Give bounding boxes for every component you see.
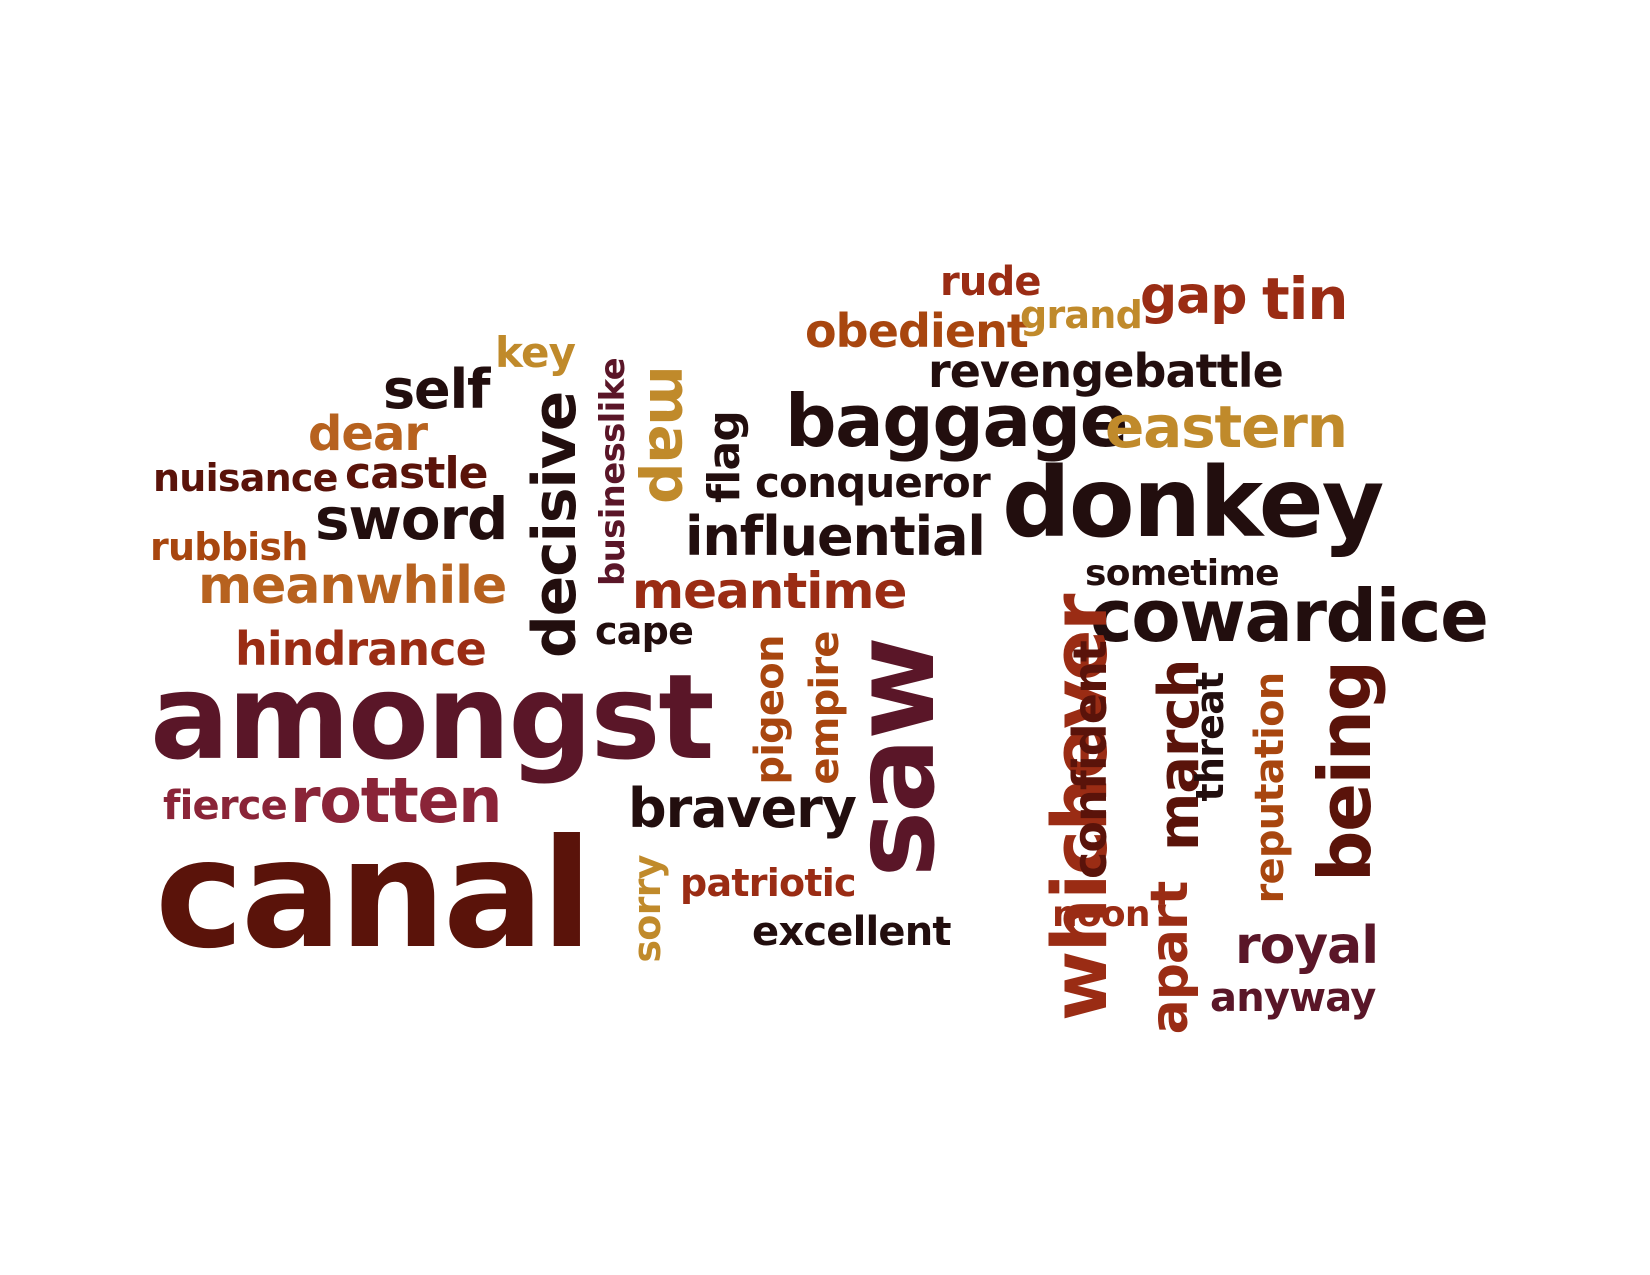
word-royal: royal [1235,916,1379,976]
word-cowardice: cowardice [1090,574,1489,658]
word-rude: rude [940,259,1042,305]
word-influential: influential [685,505,986,568]
word-being: being [1303,661,1387,882]
word-canal: canal [155,808,593,982]
word-bravery: bravery [628,777,857,840]
word-castle: castle [345,448,489,499]
word-conqueror: conqueror [755,458,991,507]
word-sometime: sometime [1085,553,1280,594]
word-donkey: donkey [1002,447,1384,559]
word-dear: dear [308,406,428,462]
word-confident: confident [1063,641,1117,879]
word-gap: gap [1140,266,1247,326]
word-grand: grand [1020,293,1143,337]
word-anyway: anyway [1210,975,1376,1021]
word-tin: tin [1262,265,1349,333]
word-baggage: baggage [785,379,1129,463]
word-nuisance: nuisance [153,456,338,500]
word-eastern: eastern [1105,393,1348,461]
word-key: key [495,328,576,377]
word-meanwhile: meanwhile [198,556,507,616]
word-revengebattle: revengebattle [928,344,1284,398]
word-sword: sword [315,485,508,553]
word-saw: saw [830,638,960,878]
word-rubbish: rubbish [150,525,308,569]
word-hindrance: hindrance [235,622,487,676]
word-businesslike: businesslike [593,357,633,587]
word-self: self [383,358,491,421]
word-fierce: fierce [163,783,288,829]
word-amongst: amongst [150,648,715,786]
word-reputation: reputation [1247,672,1293,904]
word-decisive: decisive [520,391,590,659]
word-pigeon: pigeon [747,635,793,785]
word-excellent: excellent [752,909,952,955]
word-apart: apart [1140,881,1200,1035]
word-obedient: obedient [805,304,1029,358]
word-rotten: rotten [290,764,502,837]
word-threat: threat [1188,672,1232,802]
word-map: map [636,365,704,503]
word-sorry: sorry [625,855,669,963]
word-noon: noon [1052,894,1151,935]
word-meantime: meantime [632,562,907,620]
word-cape: cape [595,609,694,653]
word-flag: flag [699,411,750,503]
word-patriotic: patriotic [680,861,857,905]
